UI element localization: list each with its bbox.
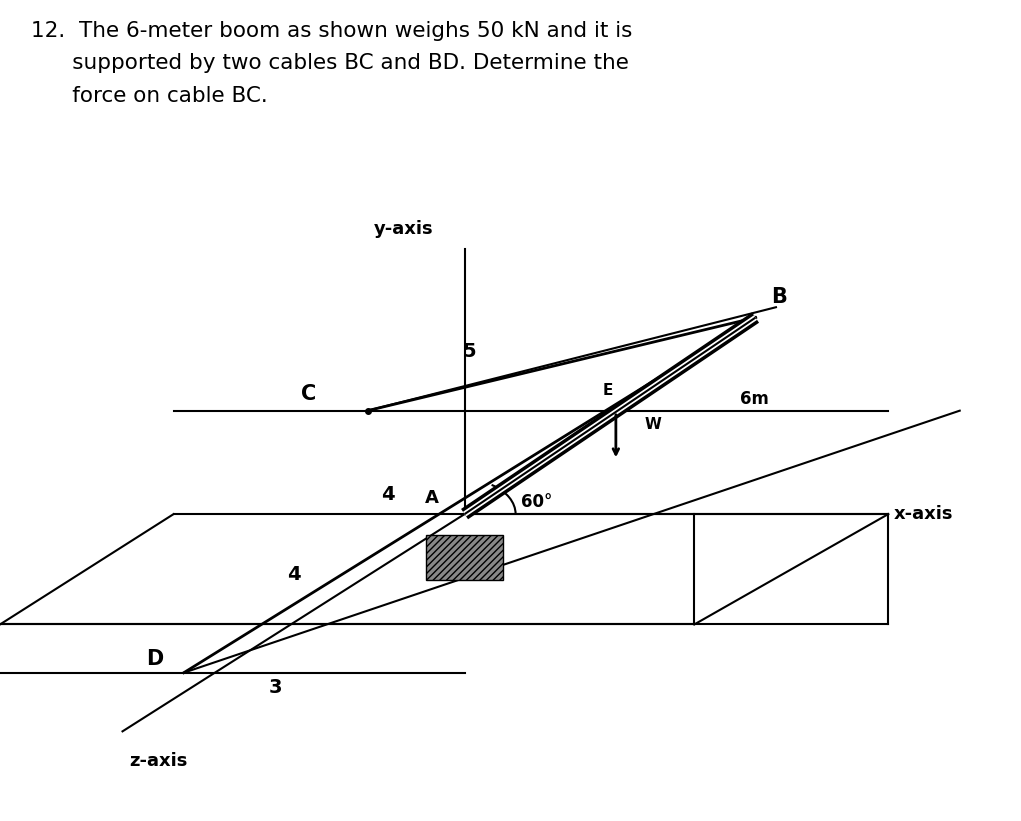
Text: 12.  The 6-meter boom as shown weighs 50 kN and it is: 12. The 6-meter boom as shown weighs 50 … (31, 21, 632, 40)
Text: 4: 4 (381, 485, 395, 504)
Text: D: D (146, 649, 163, 669)
Text: E: E (602, 383, 613, 397)
Text: C: C (301, 383, 317, 404)
Text: 60°: 60° (521, 493, 552, 511)
Text: 5: 5 (463, 342, 477, 361)
Text: A: A (425, 489, 439, 507)
Text: x-axis: x-axis (893, 505, 953, 523)
Text: supported by two cables BC and BD. Determine the: supported by two cables BC and BD. Deter… (31, 53, 629, 73)
Text: 3: 3 (269, 678, 283, 697)
Text: 6m: 6m (739, 390, 769, 408)
Bar (426, 534, 503, 580)
Text: y-axis: y-axis (374, 220, 433, 238)
Text: force on cable BC.: force on cable BC. (31, 86, 268, 106)
Text: W: W (644, 417, 662, 432)
Text: z-axis: z-axis (129, 752, 188, 770)
Text: B: B (771, 287, 787, 307)
Text: 4: 4 (287, 565, 300, 584)
